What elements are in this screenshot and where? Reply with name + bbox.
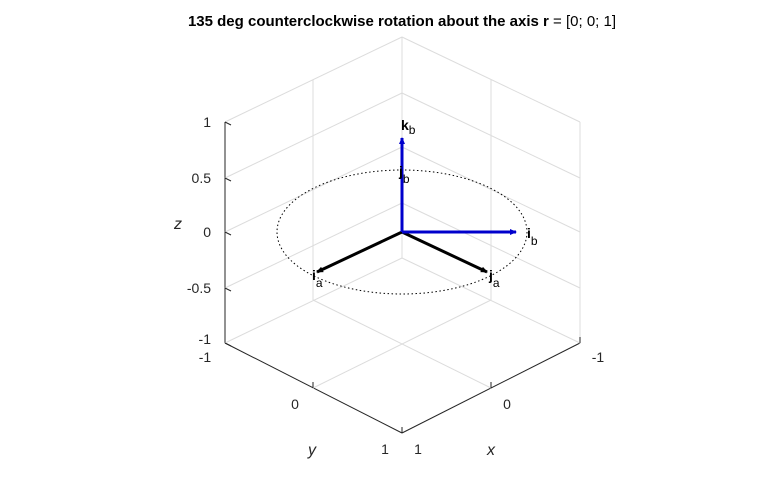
z-tick-label: 1 <box>203 114 211 130</box>
vector-j-a <box>401 230 488 274</box>
y-tick-label: 1 <box>381 441 389 457</box>
label-j-b: jb <box>398 163 410 186</box>
label-i-a: ia <box>312 267 323 290</box>
tick-marks <box>224 121 581 433</box>
z-tick-label: 0 <box>203 224 211 240</box>
figure-title: 135 deg counterclockwise rotation about … <box>188 13 616 30</box>
y-tick-label: 0 <box>291 396 299 412</box>
grid <box>224 36 581 389</box>
z-tick-labels: 1 0.5 0 -0.5 -1 <box>187 114 211 347</box>
x-tick-label: -1 <box>592 349 605 365</box>
x-tick-label: 0 <box>503 396 511 412</box>
y-tick-labels: -1 0 1 <box>199 349 389 457</box>
y-axis-label: y <box>307 442 317 459</box>
label-j-a: ja <box>488 267 500 290</box>
label-i-b: ib <box>527 225 538 248</box>
z-tick-label: 0.5 <box>192 170 212 186</box>
z-axis-label: z <box>173 216 182 233</box>
vector-i-a <box>316 230 403 274</box>
x-tick-label: 1 <box>414 441 422 457</box>
z-tick-label: -1 <box>199 331 212 347</box>
x-tick-labels: 1 0 -1 <box>414 349 604 457</box>
x-axis-label: x <box>486 442 496 459</box>
y-tick-label: -1 <box>199 349 212 365</box>
z-tick-label: -0.5 <box>187 280 211 296</box>
label-k-b: kb <box>401 117 416 137</box>
